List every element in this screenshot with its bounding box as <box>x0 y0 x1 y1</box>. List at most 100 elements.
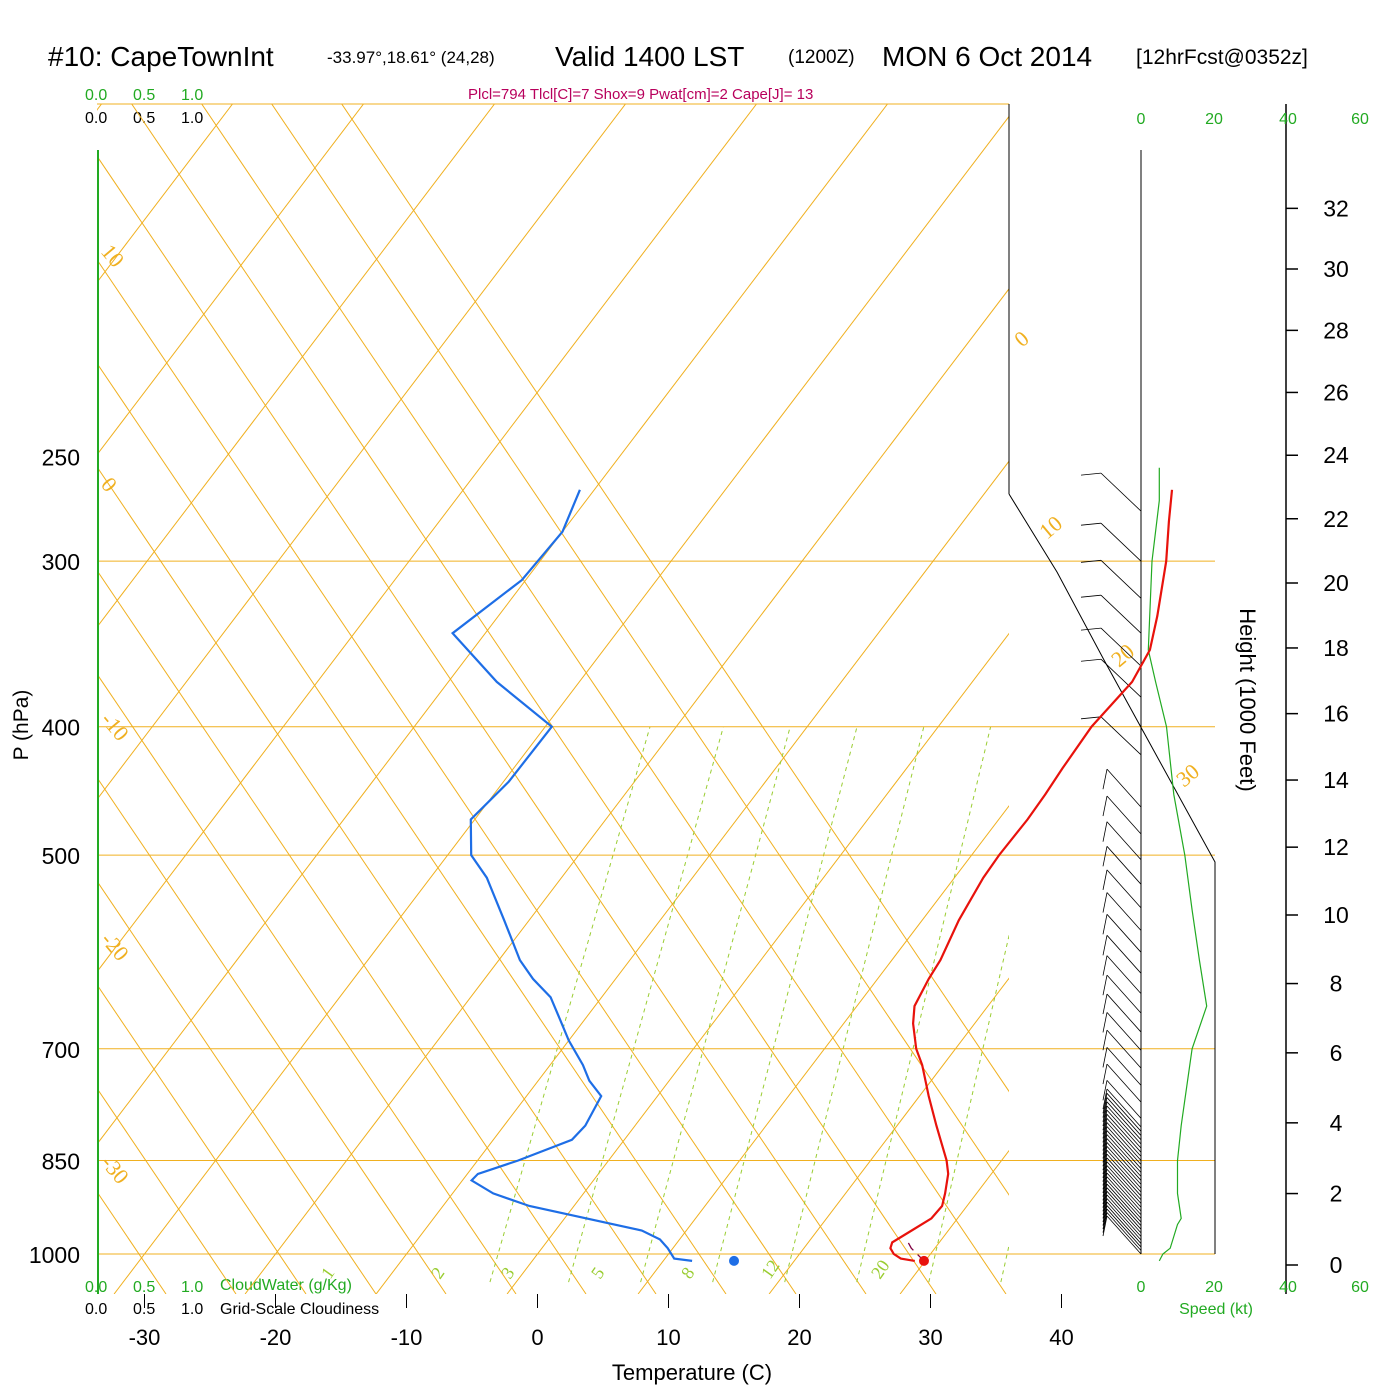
cloudiness-tick: 0.0 <box>85 1301 107 1318</box>
wind-barb-shaft <box>1106 1126 1142 1165</box>
wind-barb-shaft <box>1106 869 1142 909</box>
pressure-tick-label: 850 <box>42 1148 80 1174</box>
wind-barb-shaft <box>1106 1080 1142 1119</box>
pressure-ticks: 250 300 400 500 700 850 1000 <box>29 444 80 1268</box>
isotherm-labels: 10 0 -10 -20 -30 0 10 20 30 <box>96 239 1204 1189</box>
cloud-tick: 0.5 <box>133 87 155 104</box>
wind-barb-flag <box>1080 716 1102 720</box>
wind-barb-flag <box>1102 1215 1108 1237</box>
isotherm-line <box>1162 104 1400 1294</box>
height-tick-label: 32 <box>1323 195 1349 221</box>
isotherm-line <box>97 104 888 1145</box>
wind-barb-shaft <box>1106 1047 1142 1086</box>
speed-scale-top: 0 20 40 60 <box>1137 111 1369 128</box>
wind-barb-shaft <box>1100 522 1142 562</box>
wind-panel-boundary <box>1008 493 1216 1254</box>
speed-tick: 0 <box>1137 1279 1146 1296</box>
speed-tick: 20 <box>1205 1279 1223 1296</box>
x-tick-label: 40 <box>1049 1325 1073 1350</box>
wind-barb-flag <box>1102 914 1108 935</box>
cloud-scale-top: 0.0 0.5 1.0 0.0 0.5 1.0 <box>85 87 203 127</box>
x-axis-label: Temperature (C) <box>612 1360 772 1385</box>
height-tick-label: 24 <box>1323 442 1349 468</box>
wind-barb-flag <box>1102 1080 1108 1101</box>
mixing-ratio-line <box>928 933 1009 1283</box>
wind-barbs <box>1080 472 1142 1255</box>
isotherm-line <box>113 115 1009 1294</box>
wind-barb-shaft <box>1106 1194 1142 1234</box>
dry-adiabat-line <box>131 104 937 1294</box>
isotherm-label: 10 <box>96 239 129 272</box>
wind-barb-shaft <box>1106 892 1142 931</box>
wind-barb-flag <box>1102 821 1108 842</box>
speed-tick: 40 <box>1279 1279 1297 1296</box>
cloud-scale-bottom: 0.0 0.5 1.0 CloudWater (g/Kg) 0.0 0.5 1.… <box>85 1277 379 1318</box>
dry-adiabat-line <box>0 0 96 1294</box>
wind-barb-flag <box>1080 522 1102 526</box>
wind-barb-flag <box>1102 955 1108 976</box>
wind-barb-flag <box>1102 993 1108 1015</box>
wind-barb-shaft <box>1106 1212 1142 1251</box>
valid-zulu: (1200Z) <box>788 47 855 68</box>
mixing-ratio-labels: 1 2 3 5 8 12 20 <box>317 1256 894 1282</box>
x-tick-label: 0 <box>531 1325 543 1350</box>
wind-barb-flag <box>1102 1154 1108 1175</box>
dry-adiabat-line <box>201 104 1007 1294</box>
wind-barb-shaft <box>1106 1122 1142 1161</box>
wind-barb-shaft <box>1106 1191 1142 1230</box>
wind-barb-flag <box>1102 1212 1108 1233</box>
wind-barb-flag <box>1102 1187 1108 1208</box>
wind-barb-shaft <box>1106 1109 1142 1149</box>
wind-barb-flag <box>1102 1122 1108 1143</box>
wind-barb-flag <box>1102 1191 1108 1212</box>
wind-barb-shaft <box>1106 1149 1142 1189</box>
wind-barb-flag <box>1102 1093 1108 1114</box>
wind-barb-shaft <box>1106 1101 1142 1141</box>
wind-barb-shaft <box>1100 627 1142 667</box>
wind-barb-shaft <box>1106 1097 1142 1136</box>
wind-barb-flag <box>1102 1088 1108 1110</box>
isotherm-line <box>1031 104 1400 1294</box>
wind-barb-shaft <box>1106 1165 1142 1204</box>
isotherm-line <box>899 1149 1009 1294</box>
wind-barb-flag <box>1080 559 1102 563</box>
isotherm-line <box>97 104 233 284</box>
dry-adiabat-line <box>97 1191 167 1294</box>
wind-barb-shaft <box>1106 1180 1142 1219</box>
wind-barb-shaft <box>1106 768 1142 808</box>
wind-barb-shaft <box>1106 1153 1142 1193</box>
speed-tick: 40 <box>1279 111 1297 128</box>
wind-barb-shaft <box>1100 658 1142 698</box>
isotherm-label: 10 <box>1034 511 1067 544</box>
wind-barb-flag <box>1102 975 1108 996</box>
wind-barb-flag <box>1102 1150 1108 1171</box>
wind-barb-flag <box>1102 1114 1108 1135</box>
wind-barb-flag <box>1102 1172 1108 1194</box>
cloudwater-label: CloudWater (g/Kg) <box>220 1277 352 1294</box>
wind-barb-shaft <box>1106 1130 1142 1169</box>
wind-barb-flag <box>1102 1180 1108 1201</box>
pressure-tick-label: 400 <box>42 715 80 741</box>
wind-barb-shaft <box>1106 1161 1142 1200</box>
wind-barb-flag <box>1102 1138 1108 1159</box>
wind-barb-flag <box>1080 627 1102 631</box>
wind-barb-shaft <box>1106 821 1142 860</box>
surface-temperature-dot <box>918 1255 929 1266</box>
height-tick-label: 0 <box>1330 1252 1343 1278</box>
isotherm-line <box>1293 104 1400 1294</box>
dry-adiabat-line <box>97 776 447 1294</box>
wind-barb-shaft <box>1106 795 1142 835</box>
isotherm-line <box>97 104 495 628</box>
dry-adiabat-line <box>97 1087 237 1294</box>
wind-barb-flag <box>1102 1097 1108 1118</box>
mixing-ratio-line <box>712 726 858 1283</box>
isotherm-label: -20 <box>96 927 134 966</box>
wind-barb-flag <box>1102 1142 1108 1163</box>
isotherm-label: 30 <box>1171 759 1204 792</box>
wind-barb-shaft <box>1106 1201 1142 1241</box>
wind-barb-flag <box>1102 1064 1108 1085</box>
wind-barb-shaft <box>1100 560 1142 599</box>
dry-adiabat-line <box>97 258 797 1294</box>
wind-barb-flag <box>1102 1161 1108 1182</box>
wind-barb-flag <box>1102 1205 1108 1226</box>
